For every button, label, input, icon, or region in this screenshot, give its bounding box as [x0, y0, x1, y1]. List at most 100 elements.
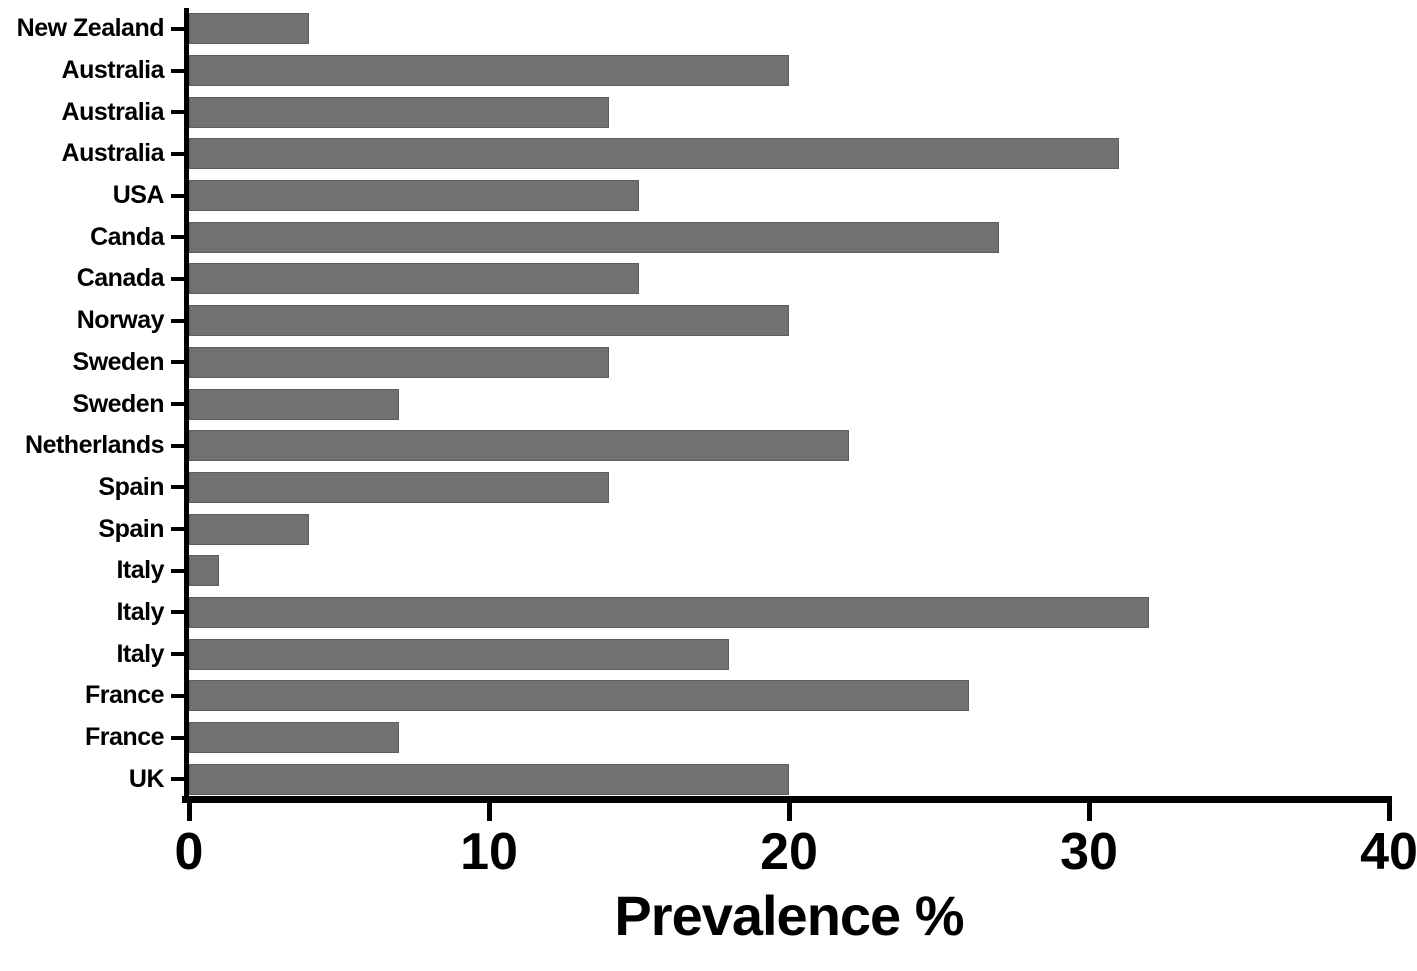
y-category-row: Spain	[0, 467, 184, 509]
y-category-label: Australia	[61, 139, 165, 168]
bar-row	[189, 633, 1389, 675]
bar	[189, 430, 849, 462]
bar	[189, 96, 609, 128]
y-category-row: Netherlands	[0, 425, 184, 467]
y-category-row: Italy	[0, 550, 184, 592]
y-category-row: Canada	[0, 258, 184, 300]
y-tick-mark	[171, 568, 184, 573]
y-category-row: Australia	[0, 50, 184, 92]
bar	[189, 763, 789, 795]
bar-row	[189, 467, 1389, 509]
y-category-label: Netherlands	[25, 431, 164, 460]
y-category-label: Australia	[61, 97, 165, 126]
y-tick-mark	[171, 318, 184, 323]
bar	[189, 513, 309, 545]
bar-row	[189, 383, 1389, 425]
y-category-row: New Zealand	[0, 8, 184, 50]
x-tick-mark	[186, 803, 192, 821]
y-category-label: Spain	[98, 514, 164, 543]
y-category-row: France	[0, 717, 184, 759]
y-category-row: Sweden	[0, 383, 184, 425]
bar-row	[189, 592, 1389, 634]
y-tick-mark	[171, 235, 184, 240]
bar-row	[189, 758, 1389, 800]
bar-row	[189, 133, 1389, 175]
y-category-row: UK	[0, 758, 184, 800]
bar	[189, 555, 219, 587]
y-tick-mark	[171, 26, 184, 31]
plot-area	[189, 8, 1389, 800]
bar	[189, 638, 729, 670]
y-category-row: Italy	[0, 633, 184, 675]
y-category-label: Sweden	[72, 347, 165, 376]
y-category-label: Italy	[116, 639, 164, 668]
bar-row	[189, 175, 1389, 217]
y-category-row: Canda	[0, 216, 184, 258]
y-category-row: Sweden	[0, 342, 184, 384]
x-tick-label: 40	[1360, 823, 1417, 881]
x-tick-mark	[786, 803, 792, 821]
y-tick-mark	[171, 276, 184, 281]
x-tick-label: 20	[760, 823, 818, 881]
y-category-row: Spain	[0, 508, 184, 550]
bar-row	[189, 216, 1389, 258]
y-tick-mark	[171, 777, 184, 782]
bar-row	[189, 550, 1389, 592]
y-category-label: Canda	[90, 222, 164, 251]
y-category-label: Sweden	[72, 389, 165, 418]
bar-row	[189, 8, 1389, 50]
y-category-label: USA	[112, 181, 165, 210]
y-category-row: Italy	[0, 592, 184, 634]
bar	[189, 471, 609, 503]
bar-row	[189, 675, 1389, 717]
y-tick-mark	[171, 735, 184, 740]
y-category-row: Norway	[0, 300, 184, 342]
y-tick-mark	[171, 110, 184, 115]
x-tick-mark	[1386, 803, 1392, 821]
bar-row	[189, 508, 1389, 550]
bar	[189, 596, 1149, 628]
y-tick-mark	[171, 151, 184, 156]
y-tick-mark	[171, 193, 184, 198]
y-category-label: Italy	[116, 597, 164, 626]
bar	[189, 55, 789, 87]
bar-row	[189, 300, 1389, 342]
bar	[189, 680, 969, 712]
bar	[189, 13, 309, 45]
y-category-row: USA	[0, 175, 184, 217]
bar	[189, 221, 999, 253]
bar-row	[189, 258, 1389, 300]
bar-row	[189, 717, 1389, 759]
bar	[189, 138, 1119, 170]
y-category-label: UK	[128, 764, 165, 793]
bar	[189, 180, 639, 212]
y-category-label: France	[85, 723, 164, 752]
y-category-label: France	[85, 681, 164, 710]
bar-row	[189, 342, 1389, 384]
y-tick-mark	[171, 402, 184, 407]
y-axis-line	[184, 8, 189, 802]
y-tick-mark	[171, 360, 184, 365]
x-tick-mark	[1086, 803, 1092, 821]
bar-row	[189, 91, 1389, 133]
x-tick-mark	[486, 803, 492, 821]
y-category-label: Norway	[76, 306, 165, 335]
bar	[189, 346, 609, 378]
y-category-label: Australia	[61, 56, 165, 85]
x-tick-label: 0	[174, 823, 204, 881]
bar-row	[189, 425, 1389, 467]
y-tick-mark	[171, 68, 184, 73]
y-tick-mark	[171, 485, 184, 490]
y-category-row: Australia	[0, 91, 184, 133]
bar	[189, 305, 789, 337]
y-tick-mark	[171, 693, 184, 698]
x-tick-label: 10	[460, 823, 518, 881]
x-tick-label: 30	[1060, 823, 1118, 881]
bar	[189, 388, 399, 420]
bar	[189, 263, 639, 295]
bar-row	[189, 50, 1389, 92]
y-category-label: Italy	[116, 556, 164, 585]
bar	[189, 722, 399, 754]
y-tick-mark	[171, 610, 184, 615]
